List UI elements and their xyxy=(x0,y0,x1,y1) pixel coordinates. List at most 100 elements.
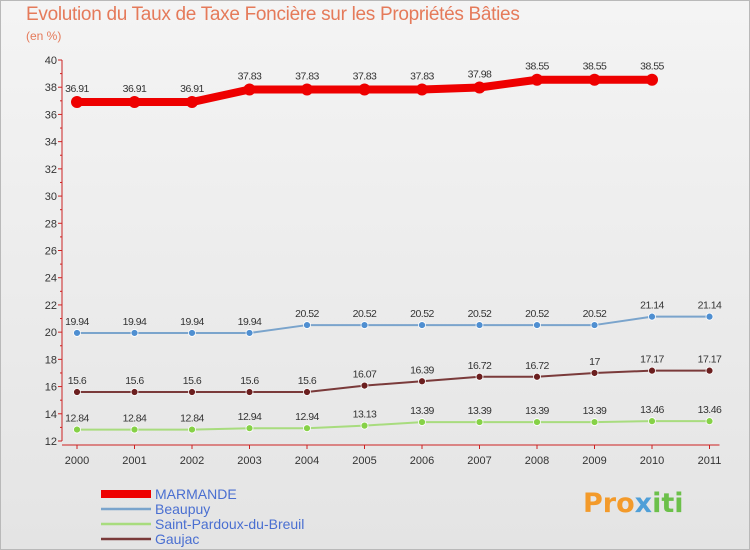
data-point-saint-pardoux-du-breuil xyxy=(475,418,484,426)
data-label-gaujac: 15.6 xyxy=(68,375,87,387)
data-point-saint-pardoux-du-breuil xyxy=(648,417,656,426)
data-point-saint-pardoux-du-breuil xyxy=(360,421,369,430)
data-point-marmande xyxy=(531,73,543,86)
data-label-marmande: 38.55 xyxy=(525,61,549,73)
data-point-beaupuy xyxy=(303,321,311,329)
data-label-beaupuy: 20.52 xyxy=(353,308,377,320)
data-label-saint-pardoux-du-breuil: 13.13 xyxy=(353,409,377,421)
y-tick-label: 12 xyxy=(45,436,57,448)
data-label-saint-pardoux-du-breuil: 13.46 xyxy=(640,404,664,416)
data-label-beaupuy: 20.52 xyxy=(410,308,434,320)
x-tick-label: 2002 xyxy=(180,455,204,467)
data-point-marmande xyxy=(473,81,486,94)
x-tick-label: 2001 xyxy=(122,455,146,467)
data-point-marmande xyxy=(416,83,428,96)
data-point-marmande xyxy=(301,83,313,96)
data-label-beaupuy: 20.52 xyxy=(583,308,607,320)
y-tick-label: 34 xyxy=(45,137,57,149)
x-tick-label: 2010 xyxy=(640,455,664,467)
data-label-beaupuy: 19.94 xyxy=(65,316,89,328)
data-label-saint-pardoux-du-breuil: 13.39 xyxy=(525,405,549,417)
chart-title: Evolution du Taux de Taxe Foncière sur l… xyxy=(26,4,520,25)
data-point-gaujac xyxy=(188,388,196,396)
x-tick-label: 2009 xyxy=(582,455,606,467)
data-label-marmande: 37.83 xyxy=(238,71,262,83)
data-label-saint-pardoux-du-breuil: 13.39 xyxy=(468,405,492,417)
data-label-marmande: 36.91 xyxy=(65,83,89,95)
data-label-saint-pardoux-du-breuil: 12.84 xyxy=(180,413,204,425)
y-tick-label: 38 xyxy=(45,82,57,94)
y-tick-label: 16 xyxy=(45,382,57,394)
data-point-saint-pardoux-du-breuil xyxy=(705,417,714,426)
point-labels: 19.94 19.94 19.94 19.94 20.52 20.52 20.52 20.52… xyxy=(65,61,722,425)
data-label-saint-pardoux-du-breuil: 12.94 xyxy=(295,411,319,423)
axes: 12 14 16 18 20 22 24 26 28 30 32 34 36 38 40 2000 2001 20… xyxy=(45,55,722,467)
data-label-beaupuy: 19.94 xyxy=(123,316,147,328)
data-point-marmande xyxy=(588,73,601,86)
series-line-saint-pardoux-du-breuil xyxy=(76,420,711,431)
data-label-gaujac: 15.6 xyxy=(298,375,317,387)
data-point-saint-pardoux-du-breuil xyxy=(130,425,139,434)
data-label-marmande: 37.83 xyxy=(410,71,434,83)
data-point-saint-pardoux-du-breuil xyxy=(590,418,599,426)
data-label-saint-pardoux-du-breuil: 12.84 xyxy=(65,413,89,425)
y-tick-label: 14 xyxy=(45,409,57,421)
data-point-marmande xyxy=(646,73,658,86)
x-tick-label: 2006 xyxy=(410,455,434,467)
data-point-marmande xyxy=(243,83,256,96)
data-point-saint-pardoux-du-breuil xyxy=(188,425,196,434)
data-point-gaujac xyxy=(705,366,714,375)
y-tick-label: 24 xyxy=(45,273,57,285)
y-tick-label: 28 xyxy=(45,218,57,230)
y-tick-label: 20 xyxy=(45,327,57,339)
legend-label-saint-pardoux-du-breuil: Saint-Pardoux-du-Breuil xyxy=(155,516,304,532)
data-label-gaujac: 15.6 xyxy=(125,375,144,387)
data-label-beaupuy: 21.14 xyxy=(698,300,722,312)
data-point-gaujac xyxy=(648,366,656,375)
data-point-gaujac xyxy=(130,388,139,396)
data-point-gaujac xyxy=(245,388,254,396)
x-tick-label: 2000 xyxy=(65,455,89,467)
data-label-beaupuy: 20.52 xyxy=(468,308,492,320)
data-label-gaujac: 16.39 xyxy=(410,364,434,376)
data-label-saint-pardoux-du-breuil: 13.46 xyxy=(698,404,722,416)
data-point-beaupuy xyxy=(73,329,81,337)
y-tick-label: 30 xyxy=(45,191,57,203)
data-label-beaupuy: 19.94 xyxy=(238,316,262,328)
x-tick-label: 2005 xyxy=(352,455,376,467)
y-tick-label: 18 xyxy=(45,354,57,366)
data-label-beaupuy: 21.14 xyxy=(640,300,664,312)
data-point-beaupuy xyxy=(590,321,599,329)
x-tick-label: 2008 xyxy=(525,455,549,467)
legend-label-gaujac: Gaujac xyxy=(155,531,199,547)
x-tick-label: 2007 xyxy=(467,455,491,467)
data-point-saint-pardoux-du-breuil xyxy=(418,418,426,426)
data-point-beaupuy xyxy=(418,321,426,329)
y-tick-label: 36 xyxy=(45,109,57,121)
data-label-gaujac: 15.6 xyxy=(183,375,202,387)
data-point-marmande xyxy=(128,96,141,109)
data-label-beaupuy: 19.94 xyxy=(180,316,204,328)
data-point-gaujac xyxy=(418,377,426,386)
data-label-gaujac: 16.72 xyxy=(468,360,492,372)
data-point-saint-pardoux-du-breuil xyxy=(73,425,81,434)
data-point-gaujac xyxy=(533,372,541,381)
data-label-saint-pardoux-du-breuil: 13.39 xyxy=(410,405,434,417)
data-label-beaupuy: 20.52 xyxy=(295,308,319,320)
x-tick-label: 2004 xyxy=(295,455,319,467)
data-point-saint-pardoux-du-breuil xyxy=(303,424,311,433)
data-label-saint-pardoux-du-breuil: 12.94 xyxy=(238,411,262,423)
series-lines xyxy=(71,73,714,434)
data-point-marmande xyxy=(71,96,83,109)
data-label-marmande: 36.91 xyxy=(123,83,147,95)
y-tick-label: 22 xyxy=(45,300,57,312)
y-tick-label: 26 xyxy=(45,246,57,258)
data-label-marmande: 38.55 xyxy=(640,61,664,73)
chart-subtitle: (en %) xyxy=(26,29,62,43)
data-point-gaujac xyxy=(360,381,369,390)
legend: MARMANDEBeaupuySaint-Pardoux-du-BreuilGa… xyxy=(101,486,304,547)
data-label-saint-pardoux-du-breuil: 13.39 xyxy=(583,405,607,417)
data-label-gaujac: 16.07 xyxy=(353,369,377,381)
data-label-gaujac: 16.72 xyxy=(525,360,549,372)
